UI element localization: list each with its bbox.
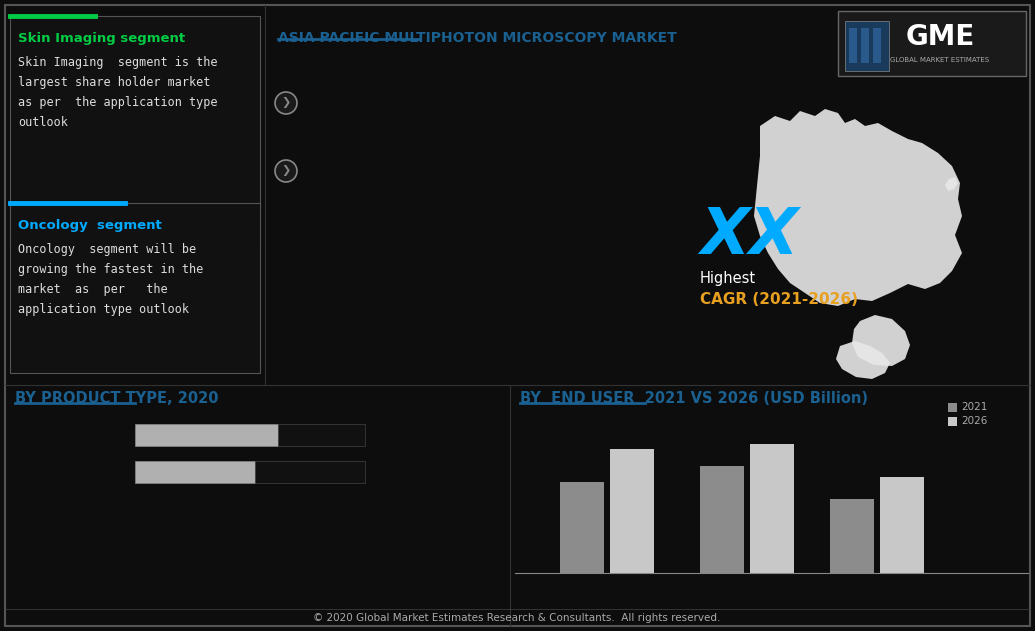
Circle shape <box>275 160 297 182</box>
Text: ❯: ❯ <box>282 165 291 177</box>
Bar <box>700 466 744 573</box>
Bar <box>880 477 924 573</box>
Text: 2026: 2026 <box>962 416 987 427</box>
Bar <box>830 498 874 573</box>
Polygon shape <box>852 315 910 366</box>
Bar <box>610 449 654 573</box>
Bar <box>750 444 794 573</box>
Text: © 2020 Global Market Estimates Research & Consultants.  All rights reserved.: © 2020 Global Market Estimates Research … <box>314 613 720 623</box>
Bar <box>135 461 255 483</box>
Polygon shape <box>945 177 958 191</box>
Bar <box>948 403 957 412</box>
Bar <box>873 28 881 63</box>
Text: ❯: ❯ <box>282 98 291 109</box>
Bar <box>845 21 889 71</box>
Text: GLOBAL MARKET ESTIMATES: GLOBAL MARKET ESTIMATES <box>890 57 989 63</box>
Bar <box>560 482 604 573</box>
Text: CAGR (2021-2026): CAGR (2021-2026) <box>700 292 858 307</box>
Bar <box>948 417 957 426</box>
Bar <box>10 203 260 373</box>
Text: XX: XX <box>700 205 798 267</box>
Bar <box>10 16 260 246</box>
Text: BY  END USER  2021 VS 2026 (USD Billion): BY END USER 2021 VS 2026 (USD Billion) <box>520 391 868 406</box>
Text: Skin Imaging segment: Skin Imaging segment <box>18 32 185 45</box>
Bar <box>861 28 869 63</box>
Text: Skin Imaging  segment is the
largest share holder market
as per  the application: Skin Imaging segment is the largest shar… <box>18 56 217 129</box>
Bar <box>277 424 365 446</box>
Bar <box>255 461 365 483</box>
Text: BY PRODUCT TYPE, 2020: BY PRODUCT TYPE, 2020 <box>14 391 218 406</box>
Text: GME: GME <box>906 23 975 51</box>
Text: ASIA PACIFIC MULTIPHOTON MICROSCOPY MARKET: ASIA PACIFIC MULTIPHOTON MICROSCOPY MARK… <box>278 31 677 45</box>
Bar <box>849 28 857 63</box>
Circle shape <box>275 92 297 114</box>
Text: 2021: 2021 <box>962 403 987 413</box>
Polygon shape <box>836 341 890 379</box>
Text: Oncology  segment will be
growing the fastest in the
market  as  per   the
appli: Oncology segment will be growing the fas… <box>18 243 203 316</box>
Polygon shape <box>755 109 962 306</box>
Text: Highest: Highest <box>700 271 757 285</box>
Bar <box>838 11 1026 76</box>
Bar <box>135 424 277 446</box>
Text: Oncology  segment: Oncology segment <box>18 219 161 232</box>
